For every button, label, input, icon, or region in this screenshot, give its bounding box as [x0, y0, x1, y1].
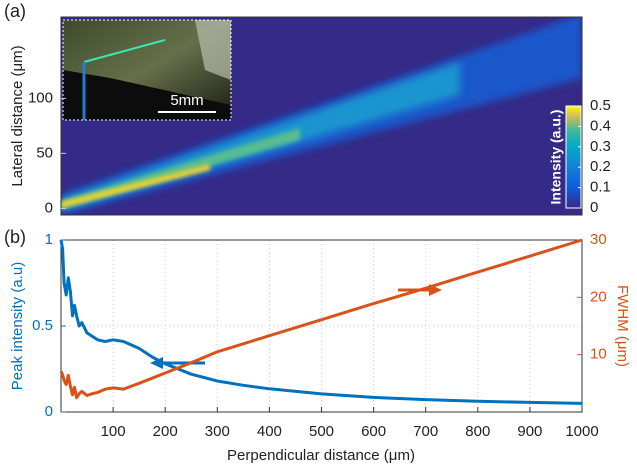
grid	[61, 239, 583, 413]
x-tick-label: 300	[205, 423, 230, 440]
colorbar-tick-label: 0	[590, 199, 598, 216]
heatmap: 5mm	[61, 17, 582, 215]
y-tick-label: 50	[36, 144, 53, 161]
y-tick-label: 0	[45, 403, 53, 420]
y-tick-label: 1	[45, 231, 53, 248]
y2-tick-label: 30	[590, 231, 607, 248]
x-tick-label: 200	[153, 423, 178, 440]
x-tick-label: 400	[257, 423, 282, 440]
y2-tick-label: 20	[590, 288, 607, 305]
y-axis-label: Lateral distance (μm)	[9, 45, 26, 186]
colorbar-tick-label: 0.1	[590, 179, 611, 196]
line-series	[59, 239, 583, 405]
colorbar-label: Intensity (a.u.)	[548, 110, 564, 205]
inset-scale-label: 5mm	[170, 92, 203, 109]
colorbar	[565, 105, 582, 209]
x-tick-label: 500	[309, 423, 334, 440]
panel-label: (a)	[4, 1, 26, 21]
y-tick-label: 100	[28, 89, 53, 106]
colorbar-tick-label: 0.4	[590, 117, 611, 134]
colorbar-tick-label: 0.3	[590, 138, 611, 155]
panel-label: (b)	[4, 227, 26, 247]
colorbar-tick-label: 0.2	[590, 158, 611, 175]
x-tick-label: 700	[413, 423, 438, 440]
y-axis-label: Peak intensity (a.u)	[9, 262, 26, 390]
x-tick-label: 1000	[565, 423, 598, 440]
inset-photo: 5mm	[62, 19, 232, 121]
x-tick-label: 900	[517, 423, 542, 440]
x-tick-label: 600	[361, 423, 386, 440]
axes-frame	[60, 16, 583, 216]
y2-tick-label: 10	[590, 346, 607, 363]
colorbar-tick-label: 0.5	[590, 97, 611, 114]
y-tick-label: 0.5	[32, 317, 53, 334]
line-series	[59, 238, 583, 400]
x-tick-label: 800	[465, 423, 490, 440]
y-tick-label: 0	[45, 199, 53, 216]
y2-axis-label: FWHM (μm)	[614, 285, 631, 367]
x-axis-label: Perpendicular distance (μm)	[227, 447, 415, 464]
x-tick-label: 100	[101, 423, 126, 440]
